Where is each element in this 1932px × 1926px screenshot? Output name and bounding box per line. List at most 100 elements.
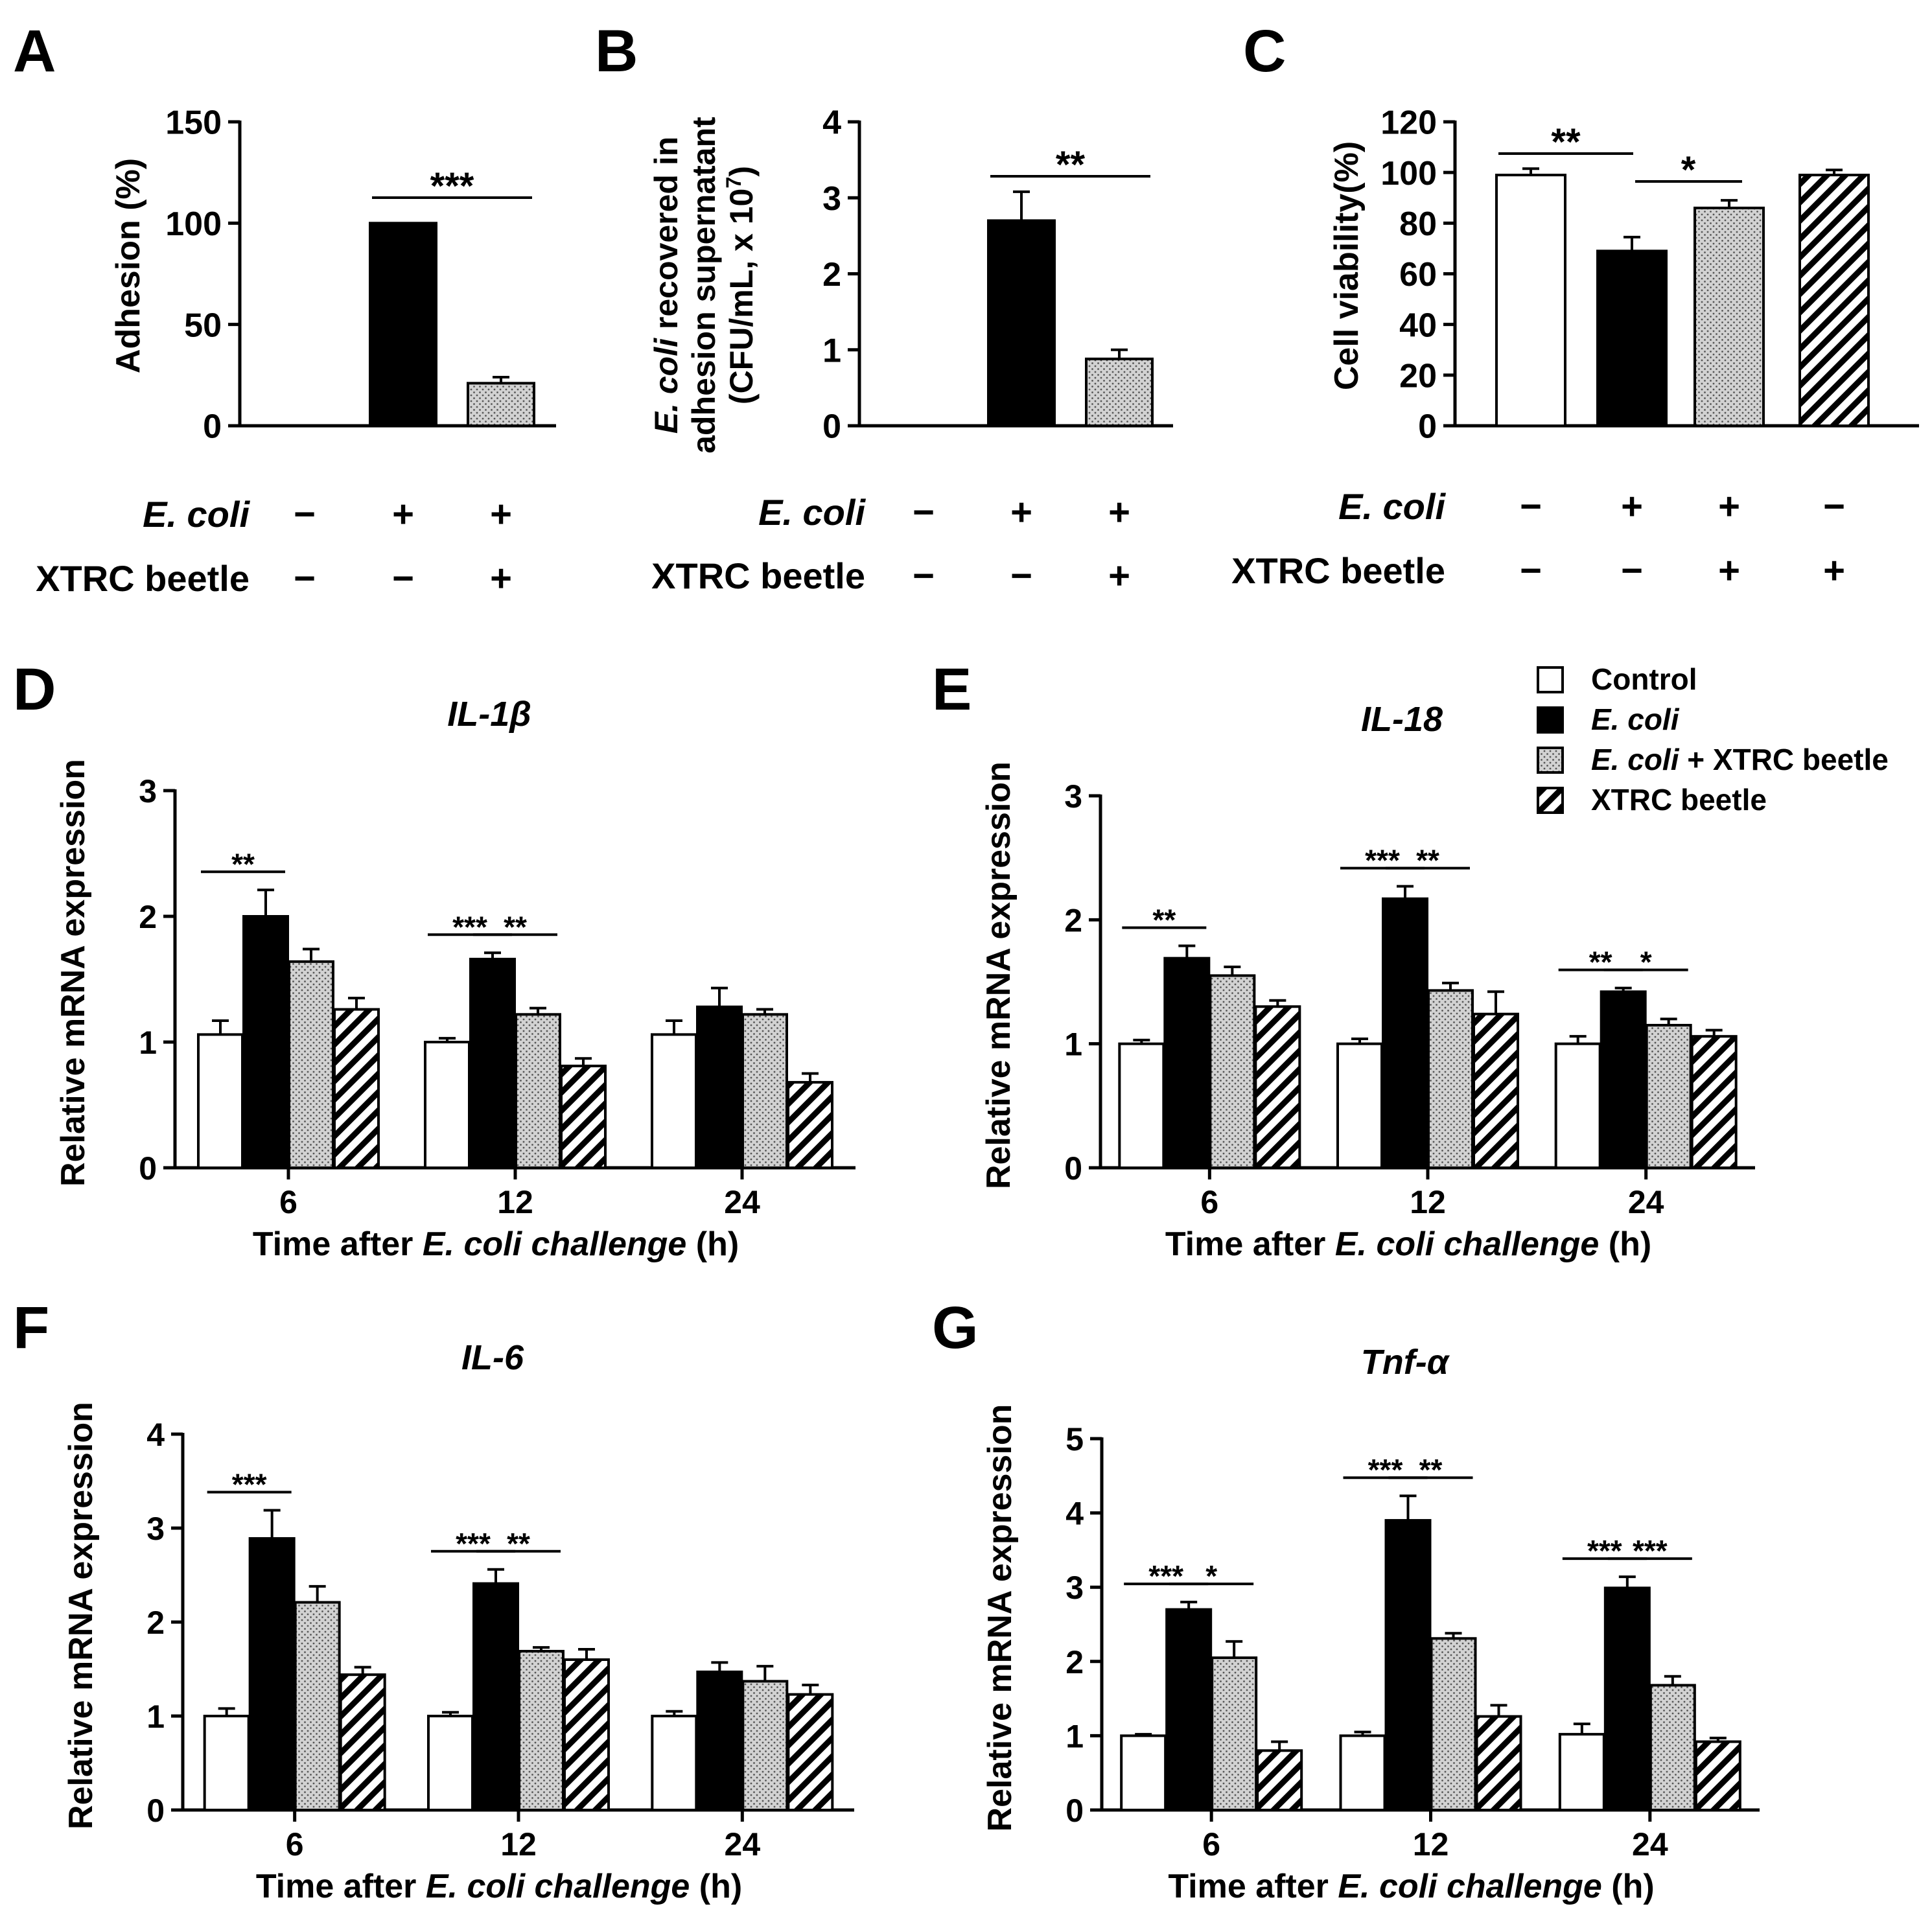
significance-label: ***	[1148, 1559, 1183, 1593]
bar	[1693, 206, 1765, 427]
y-tick-label: 0	[822, 408, 841, 446]
x-tick-label: 12	[500, 1826, 537, 1862]
x-tick-label: 6	[279, 1184, 297, 1220]
row-label-ecoli: E. coli	[758, 492, 866, 533]
x-tick-label: 12	[497, 1184, 533, 1220]
y-tick-label: 2	[146, 1605, 165, 1641]
x-axis-label: Time after E. coli challenge (h)	[253, 1225, 739, 1263]
y-tick-label: 20	[1399, 358, 1437, 395]
panel-a: A 0 50 100 150 − − + − + + E. coli XTRC beetle *** Adh…	[13, 18, 556, 599]
bar	[1336, 1042, 1383, 1169]
bar	[1085, 357, 1154, 428]
bar	[1649, 1684, 1696, 1811]
y-tick-label: 0	[139, 1150, 157, 1187]
bar	[469, 957, 516, 1169]
y-axis-label-line3: (CFU/mL, x 107)	[722, 166, 760, 404]
x-tick-label: 6	[286, 1826, 304, 1862]
bar	[1554, 1042, 1601, 1169]
legend-swatch	[1537, 706, 1564, 734]
significance-label: **	[1419, 1453, 1443, 1487]
y-tick-label: 40	[1399, 307, 1437, 344]
bar	[1596, 249, 1668, 427]
bar	[1475, 1715, 1522, 1811]
ecoli-sign: +	[1108, 491, 1130, 533]
panel-letter: G	[932, 1295, 979, 1361]
x-tick-label: 12	[1410, 1184, 1446, 1220]
x-axis-label: Time after E. coli challenge (h)	[256, 1868, 742, 1905]
ecoli-sign: +	[1718, 485, 1740, 528]
significance-label: ***	[1633, 1534, 1668, 1568]
legend-label: E. coli + XTRC beetle	[1591, 743, 1889, 776]
y-tick-label: 0	[146, 1793, 165, 1829]
ecoli-sign: −	[913, 491, 935, 533]
y-tick-label: 1	[146, 1699, 165, 1735]
bar	[1211, 1656, 1258, 1812]
y-tick-label: 3	[1064, 778, 1082, 815]
x-tick-label: 24	[724, 1184, 760, 1220]
panel-letter: F	[13, 1295, 49, 1361]
bar	[1163, 957, 1211, 1169]
y-tick-label: 4	[822, 104, 841, 142]
y-tick-label: 3	[146, 1511, 165, 1547]
bar	[1690, 1035, 1738, 1169]
bar	[563, 1658, 610, 1811]
y-tick-label: 0	[1065, 1793, 1084, 1829]
bar	[248, 1537, 296, 1811]
y-tick-label: 2	[139, 899, 157, 935]
chart-title: IL-18	[1361, 700, 1443, 739]
significance-label: **	[1589, 946, 1612, 979]
bar	[339, 1673, 386, 1811]
x-axis-label: Time after E. coli challenge (h)	[1165, 1225, 1651, 1263]
x-tick-label: 24	[1628, 1184, 1664, 1220]
panel-letter: B	[595, 18, 638, 84]
bar	[1694, 1740, 1741, 1812]
bar	[197, 1033, 244, 1169]
y-tick-label: 0	[1064, 1150, 1082, 1187]
bar	[696, 1005, 743, 1170]
xtrc-sign: +	[490, 557, 512, 599]
significance-label: *	[1681, 149, 1696, 191]
significance-label: ***	[1587, 1534, 1622, 1568]
bar	[1603, 1586, 1651, 1811]
bar	[787, 1693, 834, 1811]
y-tick-label: 1	[822, 332, 841, 369]
bar	[787, 1081, 833, 1169]
significance-label: **	[231, 847, 255, 881]
y-axis-label-line2: adhesion supernatant	[686, 117, 722, 454]
bar	[1384, 1519, 1432, 1812]
y-tick-label: 2	[1064, 902, 1082, 938]
bar	[1165, 1608, 1213, 1812]
y-axis-label: Relative mRNA expression	[62, 1402, 100, 1829]
ecoli-sign: +	[490, 493, 512, 535]
bar	[651, 1033, 697, 1169]
row-label-xtrc: XTRC beetle	[651, 555, 865, 596]
y-tick-label: 60	[1399, 256, 1437, 294]
xtrc-sign: −	[1010, 555, 1032, 597]
chart-title: Tnf-α	[1361, 1343, 1450, 1382]
bar	[741, 1013, 788, 1169]
significance-label: *	[1640, 946, 1652, 979]
y-tick-label: 0	[203, 408, 222, 446]
y-tick-label: 3	[139, 773, 157, 809]
bar	[1209, 974, 1256, 1170]
significance-label: **	[1551, 121, 1581, 163]
bar	[288, 960, 334, 1169]
significance-label: ***	[456, 1527, 491, 1561]
y-tick-label: 100	[165, 205, 222, 243]
bar	[560, 1064, 607, 1169]
bar	[1118, 1042, 1165, 1169]
significance-label: ***	[232, 1467, 267, 1501]
bar	[741, 1680, 789, 1812]
bar	[1798, 174, 1870, 427]
x-tick-label: 24	[725, 1826, 761, 1862]
bar	[1495, 174, 1566, 427]
legend-label: E. coli	[1591, 702, 1680, 736]
row-label-xtrc: XTRC beetle	[36, 558, 250, 599]
chart-title: IL-6	[461, 1338, 524, 1377]
xtrc-sign: −	[1520, 550, 1542, 592]
ecoli-sign: −	[294, 493, 316, 535]
